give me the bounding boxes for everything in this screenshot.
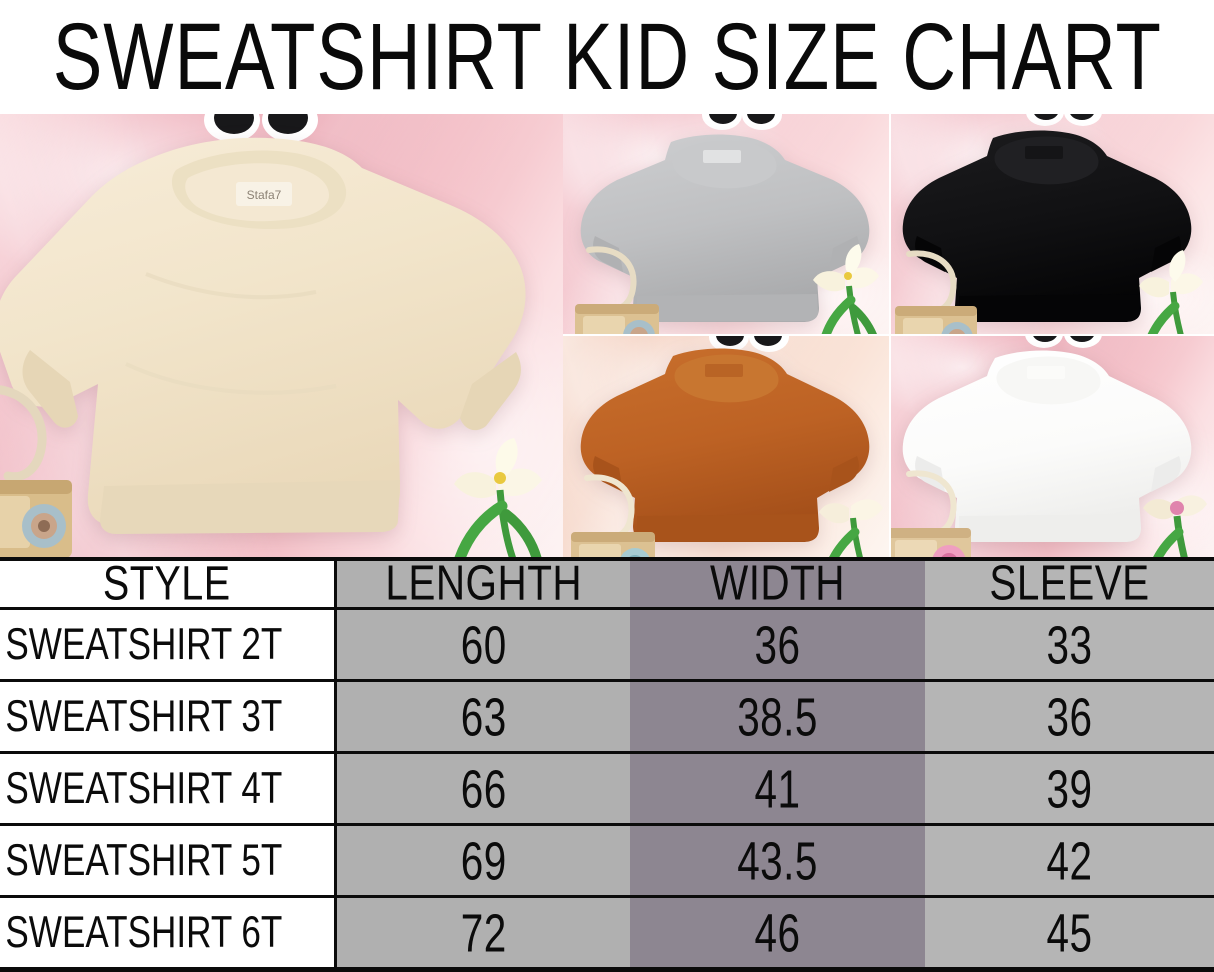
page-title-bar: SWEATSHIRT KID SIZE CHART	[0, 0, 1214, 114]
sweatshirt-image-white	[899, 348, 1195, 544]
row-style-label: SWEATSHIRT 2T	[0, 606, 337, 683]
tulip-flower-icon	[793, 236, 889, 334]
page-title: SWEATSHIRT KID SIZE CHART	[52, 3, 1162, 109]
row-length-value: 63	[335, 679, 630, 755]
photo-main-cream: Stafa7	[0, 114, 563, 557]
svg-text:Stafa7: Stafa7	[247, 188, 282, 202]
wooden-toy-camera-icon	[569, 470, 681, 557]
sweatshirt-photo-gallery: Stafa7	[0, 114, 1214, 557]
row-sleeve-value: 45	[925, 895, 1214, 967]
photo-grid-row-top	[563, 114, 1214, 336]
sunglasses-icon	[196, 114, 326, 156]
photo-gray	[563, 114, 889, 334]
table-row: SWEATSHIRT 2T 60 36 33	[0, 606, 1214, 683]
size-chart-table-wrapper: STYLE LENGHTH WIDTH SLEEVE SWEATSHIRT 2T	[0, 557, 1214, 972]
table-header-row: STYLE LENGHTH WIDTH SLEEVE	[0, 558, 1214, 610]
sunglasses-icon	[703, 335, 795, 364]
row-sleeve-value: 36	[925, 679, 1214, 755]
photo-rust	[563, 335, 889, 557]
column-header-sleeve: SLEEVE	[925, 558, 1214, 610]
row-width-value: 43.5	[630, 823, 925, 899]
sunglasses-icon	[1019, 335, 1109, 360]
tulip-flower-icon	[418, 414, 563, 557]
tulip-flower-icon	[801, 472, 889, 557]
sunglasses-icon	[1021, 114, 1107, 138]
wooden-toy-camera-icon	[571, 242, 681, 334]
tulip-flower-icon	[1119, 244, 1214, 334]
photo-grid-right	[563, 114, 1214, 557]
row-length-value: 66	[335, 751, 630, 827]
row-style-label: SWEATSHIRT 6T	[0, 895, 337, 967]
sweatshirt-image-gray	[575, 132, 875, 324]
row-length-value: 72	[335, 895, 630, 967]
table-row: SWEATSHIRT 6T 72 46 45	[0, 895, 1214, 967]
table-row: SWEATSHIRT 4T 66 41 39	[0, 751, 1214, 827]
row-width-value: 41	[630, 751, 925, 827]
row-length-value: 69	[335, 823, 630, 899]
row-width-value: 46	[630, 895, 925, 967]
tulip-flower-icon	[1123, 468, 1214, 557]
row-length-value: 60	[335, 606, 630, 683]
photo-white	[888, 335, 1214, 557]
table-row: SWEATSHIRT 5T 69 43.5 42	[0, 823, 1214, 899]
row-sleeve-value: 39	[925, 751, 1214, 827]
sweatshirt-image-black	[897, 128, 1197, 324]
column-header-length: LENGHTH	[335, 558, 630, 610]
photo-grid-row-bottom	[563, 335, 1214, 557]
wooden-toy-camera-icon	[893, 246, 1001, 334]
row-style-label: SWEATSHIRT 3T	[0, 679, 337, 755]
photo-black	[888, 114, 1214, 334]
row-style-label: SWEATSHIRT 4T	[0, 751, 337, 827]
sweatshirt-image-cream: Stafa7	[0, 134, 563, 554]
row-style-label: SWEATSHIRT 5T	[0, 823, 337, 899]
column-header-width: WIDTH	[630, 558, 925, 610]
row-sleeve-value: 33	[925, 606, 1214, 683]
column-header-style: STYLE	[0, 558, 337, 610]
table-row: SWEATSHIRT 3T 63 38.5 36	[0, 679, 1214, 755]
row-width-value: 38.5	[630, 679, 925, 755]
size-chart-table: STYLE LENGHTH WIDTH SLEEVE SWEATSHIRT 2T	[0, 558, 1214, 967]
sweatshirt-image-rust	[577, 346, 875, 544]
row-sleeve-value: 42	[925, 823, 1214, 899]
wooden-toy-camera-icon	[0, 380, 116, 557]
sunglasses-icon	[697, 114, 787, 140]
wooden-toy-camera-icon	[890, 466, 1000, 557]
row-width-value: 36	[630, 606, 925, 683]
